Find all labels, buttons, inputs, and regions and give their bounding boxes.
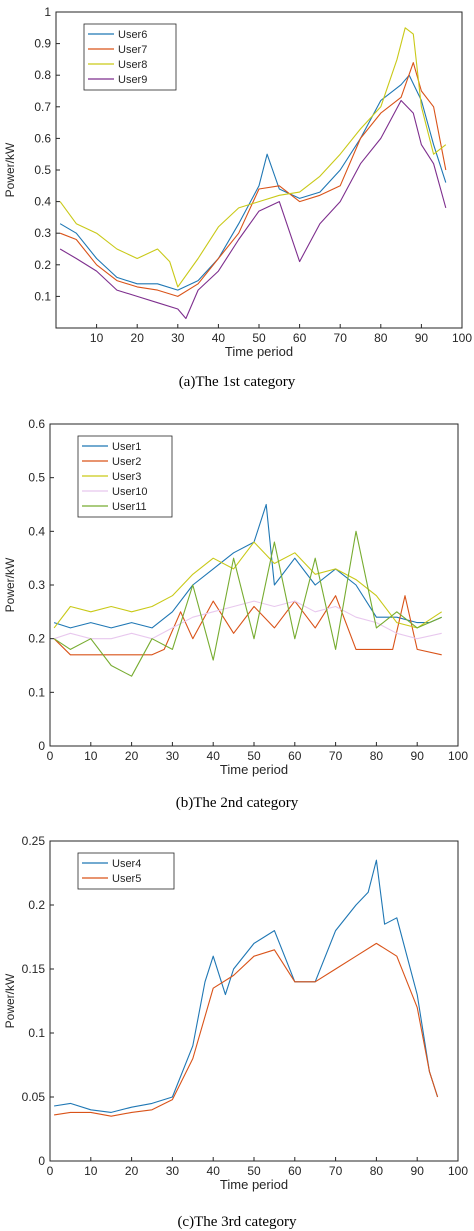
panel-3rd-category: (c)The 3rd category 0 10 20 30 40 50 60 70 80 90 1… bbox=[3, 834, 468, 1230]
y-tick-label: 0.5 bbox=[28, 471, 45, 485]
y-axis-label: Power/kW bbox=[3, 557, 17, 612]
x-tick-label: 40 bbox=[212, 331, 226, 345]
x-tick-label: 100 bbox=[448, 749, 468, 763]
legend-entry: User1 bbox=[112, 441, 141, 453]
panel-2nd-category: (b)The 2nd category 0 10 20 30 40 50 60 70 80 90 1… bbox=[3, 417, 468, 811]
series-line-user8 bbox=[59, 27, 447, 288]
y-axis-label: Power/kW bbox=[3, 973, 17, 1028]
legend-box bbox=[77, 852, 175, 890]
x-tick-label: 0 bbox=[47, 749, 54, 763]
x-tick-label: 90 bbox=[411, 1164, 425, 1178]
legend-entry: User11 bbox=[112, 501, 147, 513]
series-line-user2 bbox=[53, 595, 442, 656]
y-tick-label: 0.3 bbox=[34, 226, 51, 240]
series-line-user11 bbox=[53, 530, 442, 677]
legend-entry: User3 bbox=[112, 471, 141, 483]
x-tick-label: 60 bbox=[288, 1164, 302, 1178]
x-tick-label: 50 bbox=[247, 749, 261, 763]
series-line-user3 bbox=[53, 541, 443, 629]
x-tick-label: 70 bbox=[329, 749, 343, 763]
y-tick-label: 0.7 bbox=[34, 100, 51, 114]
panel-1st-category: (a)The 1st category 10 20 30 40 50 60 70 80 90 10… bbox=[3, 5, 472, 390]
x-tick-label: 80 bbox=[370, 1164, 384, 1178]
x-tick-label: 70 bbox=[334, 331, 348, 345]
series-line-user5 bbox=[54, 942, 439, 1117]
caption: (c)The 3rd category bbox=[177, 1214, 297, 1230]
y-tick-label: 0.3 bbox=[28, 578, 45, 592]
y-tick-label: 0.9 bbox=[34, 37, 51, 51]
x-tick-label: 90 bbox=[415, 331, 429, 345]
y-tick-label: 0.6 bbox=[28, 417, 45, 431]
x-tick-label: 20 bbox=[125, 1164, 139, 1178]
y-tick-label: 0.05 bbox=[22, 1090, 46, 1104]
legend-entry: User2 bbox=[112, 456, 141, 468]
legend: User1 User2 User3 User10 User11 bbox=[77, 435, 173, 518]
y-tick-label: 0 bbox=[38, 739, 45, 753]
x-tick-label: 60 bbox=[293, 331, 307, 345]
x-tick-label: 50 bbox=[252, 331, 266, 345]
x-tick-label: 50 bbox=[247, 1164, 261, 1178]
legend-entry: User7 bbox=[118, 44, 147, 56]
x-tick-label: 10 bbox=[84, 1164, 98, 1178]
y-tick-label: 0.2 bbox=[28, 632, 45, 646]
series-line-user4 bbox=[54, 859, 439, 1113]
y-tick-label: 0.2 bbox=[34, 258, 51, 272]
caption: (a)The 1st category bbox=[179, 374, 296, 390]
legend-entry: User6 bbox=[118, 29, 147, 41]
legend: User4 User5 bbox=[77, 852, 175, 890]
series-line-user7 bbox=[59, 62, 447, 297]
y-tick-label: 0.4 bbox=[28, 524, 45, 538]
x-tick-label: 20 bbox=[131, 331, 145, 345]
caption: (b)The 2nd category bbox=[176, 795, 299, 811]
series-line-user6 bbox=[59, 74, 447, 291]
legend: User6 User7 User8 User9 bbox=[83, 23, 177, 91]
series-line-user10 bbox=[53, 600, 442, 640]
y-tick-label: 0.15 bbox=[22, 962, 46, 976]
x-tick-label: 60 bbox=[288, 749, 302, 763]
y-tick-label: 0.2 bbox=[28, 898, 45, 912]
legend-entry: User8 bbox=[118, 59, 147, 71]
x-tick-label: 80 bbox=[374, 331, 388, 345]
x-tick-label: 20 bbox=[125, 749, 139, 763]
x-tick-label: 30 bbox=[166, 1164, 180, 1178]
x-tick-label: 10 bbox=[90, 331, 104, 345]
x-axis-label: Time period bbox=[220, 1177, 288, 1192]
y-axis-label: Power/kW bbox=[3, 142, 17, 197]
legend-entry: User9 bbox=[118, 74, 147, 86]
y-tick-label: 0.5 bbox=[34, 163, 51, 177]
series-line-user1 bbox=[53, 503, 442, 629]
y-tick-label: 1 bbox=[44, 5, 51, 19]
y-tick-label: 0.1 bbox=[34, 289, 51, 303]
x-tick-label: 90 bbox=[411, 749, 425, 763]
y-tick-label: 0.25 bbox=[22, 834, 46, 848]
x-tick-label: 10 bbox=[84, 749, 98, 763]
x-tick-label: 0 bbox=[47, 1164, 54, 1178]
x-axis-label: Time period bbox=[220, 762, 288, 777]
series-line-user9 bbox=[59, 99, 447, 320]
y-tick-label: 0 bbox=[38, 1154, 45, 1168]
x-tick-label: 30 bbox=[171, 331, 185, 345]
x-tick-label: 30 bbox=[166, 749, 180, 763]
y-tick-label: 0.1 bbox=[28, 1026, 45, 1040]
y-tick-label: 0.4 bbox=[34, 195, 51, 209]
legend-entry: User10 bbox=[112, 486, 147, 498]
legend-entry: User4 bbox=[112, 858, 141, 870]
x-axis-label: Time period bbox=[225, 344, 293, 359]
legend-entry: User5 bbox=[112, 873, 141, 885]
y-tick-label: 0.1 bbox=[28, 685, 45, 699]
x-tick-label: 80 bbox=[370, 749, 384, 763]
y-tick-label: 0.8 bbox=[34, 68, 51, 82]
x-tick-label: 40 bbox=[207, 749, 221, 763]
x-tick-label: 70 bbox=[329, 1164, 343, 1178]
x-tick-label: 100 bbox=[448, 1164, 468, 1178]
y-tick-label: 0.6 bbox=[34, 131, 51, 145]
x-tick-label: 100 bbox=[452, 331, 472, 345]
plot-area bbox=[49, 840, 459, 1162]
x-tick-label: 40 bbox=[207, 1164, 221, 1178]
